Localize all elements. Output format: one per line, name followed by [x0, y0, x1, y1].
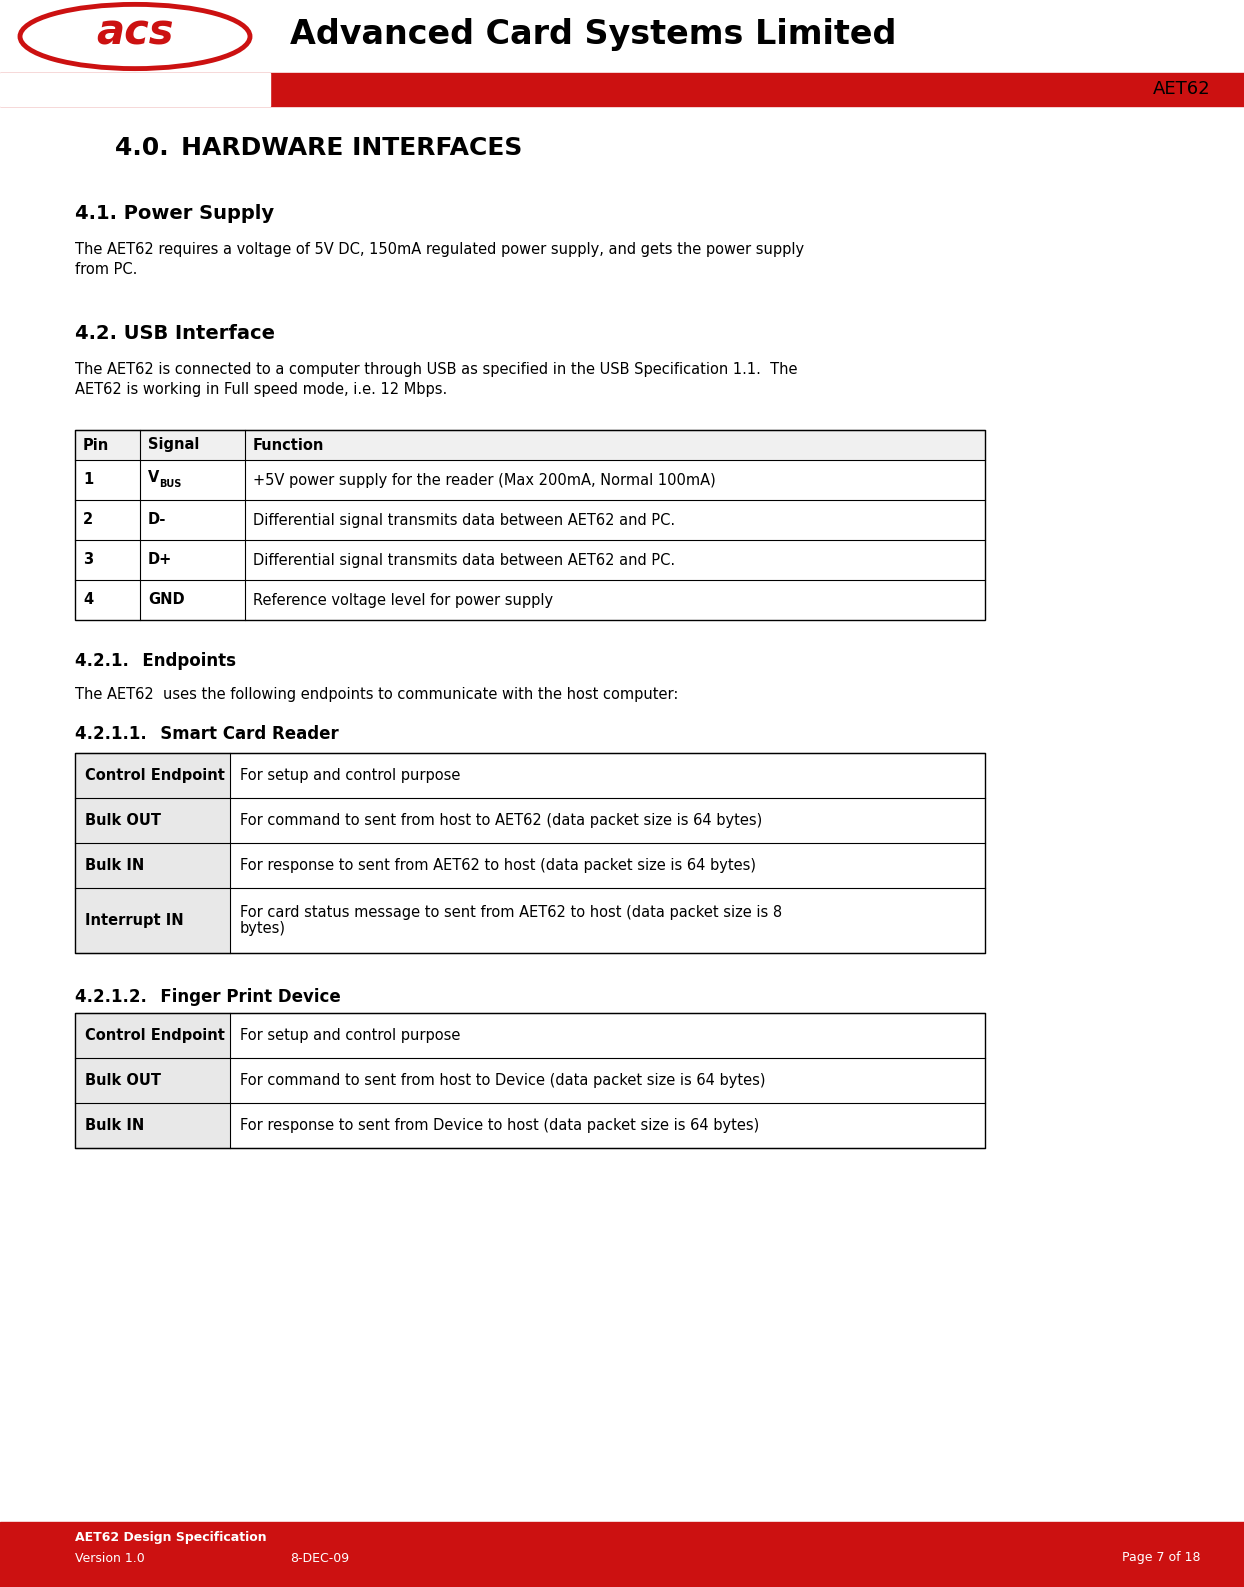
Text: 4.2.1.2.    Finger Print Device: 4.2.1.2. Finger Print Device	[75, 989, 341, 1006]
Bar	[230, 1013, 985, 1059]
Text: from PC.: from PC.	[75, 262, 137, 278]
Text: 4.0. HARDWARE INTERFACES: 4.0. HARDWARE INTERFACES	[114, 136, 522, 160]
Text: Function: Function	[253, 438, 325, 452]
Text: The AET62 is connected to a computer through USB as specified in the USB Specifi: The AET62 is connected to a computer thr…	[75, 362, 797, 378]
Text: 8-DEC-09: 8-DEC-09	[290, 1552, 350, 1565]
Bar	[75, 430, 985, 621]
Bar	[75, 843, 230, 889]
Text: Reference voltage level for power supply: Reference voltage level for power supply	[253, 592, 554, 608]
Text: Advanced Card Systems Limited: Advanced Card Systems Limited	[290, 17, 897, 51]
Bar	[75, 1013, 985, 1147]
Bar	[230, 1059, 985, 1103]
Ellipse shape	[22, 6, 248, 67]
Bar	[0, 73, 1244, 106]
Bar	[230, 752, 985, 798]
Text: BUS: BUS	[159, 479, 182, 489]
Text: 4.2.1.1.    Smart Card Reader: 4.2.1.1. Smart Card Reader	[75, 725, 338, 743]
Text: GND: GND	[148, 592, 184, 608]
Text: Bulk IN: Bulk IN	[85, 859, 144, 873]
Text: Control Endpoint: Control Endpoint	[85, 768, 225, 782]
Text: 3: 3	[83, 552, 93, 568]
Text: For setup and control purpose: For setup and control purpose	[240, 1028, 460, 1043]
Text: For response to sent from AET62 to host (data packet size is 64 bytes): For response to sent from AET62 to host …	[240, 859, 756, 873]
Text: For response to sent from Device to host (data packet size is 64 bytes): For response to sent from Device to host…	[240, 1117, 759, 1133]
Bar	[75, 1059, 230, 1103]
Text: Differential signal transmits data between AET62 and PC.: Differential signal transmits data betwe…	[253, 552, 675, 568]
Text: 2: 2	[83, 513, 93, 527]
Text: Differential signal transmits data between AET62 and PC.: Differential signal transmits data betwe…	[253, 513, 675, 527]
Text: For command to sent from host to Device (data packet size is 64 bytes): For command to sent from host to Device …	[240, 1073, 765, 1089]
Bar	[75, 752, 230, 798]
Text: Pin: Pin	[83, 438, 109, 452]
Bar	[75, 752, 985, 954]
Bar	[0, 1522, 1244, 1587]
Bar	[75, 460, 985, 500]
Text: 4: 4	[83, 592, 93, 608]
Bar	[0, 0, 1244, 73]
Bar	[75, 798, 230, 843]
Bar	[75, 889, 230, 954]
Text: For command to sent from host to AET62 (data packet size is 64 bytes): For command to sent from host to AET62 (…	[240, 813, 763, 828]
Text: Bulk OUT: Bulk OUT	[85, 1073, 160, 1089]
Text: The AET62 requires a voltage of 5V DC, 150mA regulated power supply, and gets th: The AET62 requires a voltage of 5V DC, 1…	[75, 241, 804, 257]
Text: For setup and control purpose: For setup and control purpose	[240, 768, 460, 782]
Bar	[230, 798, 985, 843]
Text: 4.2.1.    Endpoints: 4.2.1. Endpoints	[75, 652, 236, 670]
Bar	[230, 889, 985, 954]
Text: Control Endpoint: Control Endpoint	[85, 1028, 225, 1043]
Text: Bulk IN: Bulk IN	[85, 1117, 144, 1133]
Text: D-: D-	[148, 513, 167, 527]
Bar	[75, 500, 985, 540]
Text: AET62: AET62	[1152, 81, 1210, 98]
Text: bytes): bytes)	[240, 922, 286, 936]
Text: 4.1. Power Supply: 4.1. Power Supply	[75, 205, 274, 224]
Text: Interrupt IN: Interrupt IN	[85, 913, 184, 928]
Text: 1: 1	[83, 473, 93, 487]
Text: Signal: Signal	[148, 438, 199, 452]
Text: For card status message to sent from AET62 to host (data packet size is 8: For card status message to sent from AET…	[240, 905, 782, 919]
Text: The AET62  uses the following endpoints to communicate with the host computer:: The AET62 uses the following endpoints t…	[75, 687, 678, 701]
Bar	[0, 73, 270, 106]
Bar	[75, 579, 985, 621]
Text: D+: D+	[148, 552, 172, 568]
Text: AET62 is working in Full speed mode, i.e. 12 Mbps.: AET62 is working in Full speed mode, i.e…	[75, 382, 448, 397]
Text: acs: acs	[96, 11, 174, 54]
Bar	[75, 540, 985, 579]
Text: 4.2. USB Interface: 4.2. USB Interface	[75, 324, 275, 343]
Text: AET62 Design Specification: AET62 Design Specification	[75, 1531, 266, 1544]
Text: Page 7 of 18: Page 7 of 18	[1122, 1552, 1200, 1565]
Bar	[230, 1103, 985, 1147]
Text: Version 1.0: Version 1.0	[75, 1552, 144, 1565]
Text: Bulk OUT: Bulk OUT	[85, 813, 160, 828]
Bar	[230, 843, 985, 889]
Bar	[75, 430, 985, 460]
Bar	[75, 1103, 230, 1147]
Text: +5V power supply for the reader (Max 200mA, Normal 100mA): +5V power supply for the reader (Max 200…	[253, 473, 715, 487]
Bar	[75, 1013, 230, 1059]
Text: V: V	[148, 470, 159, 486]
